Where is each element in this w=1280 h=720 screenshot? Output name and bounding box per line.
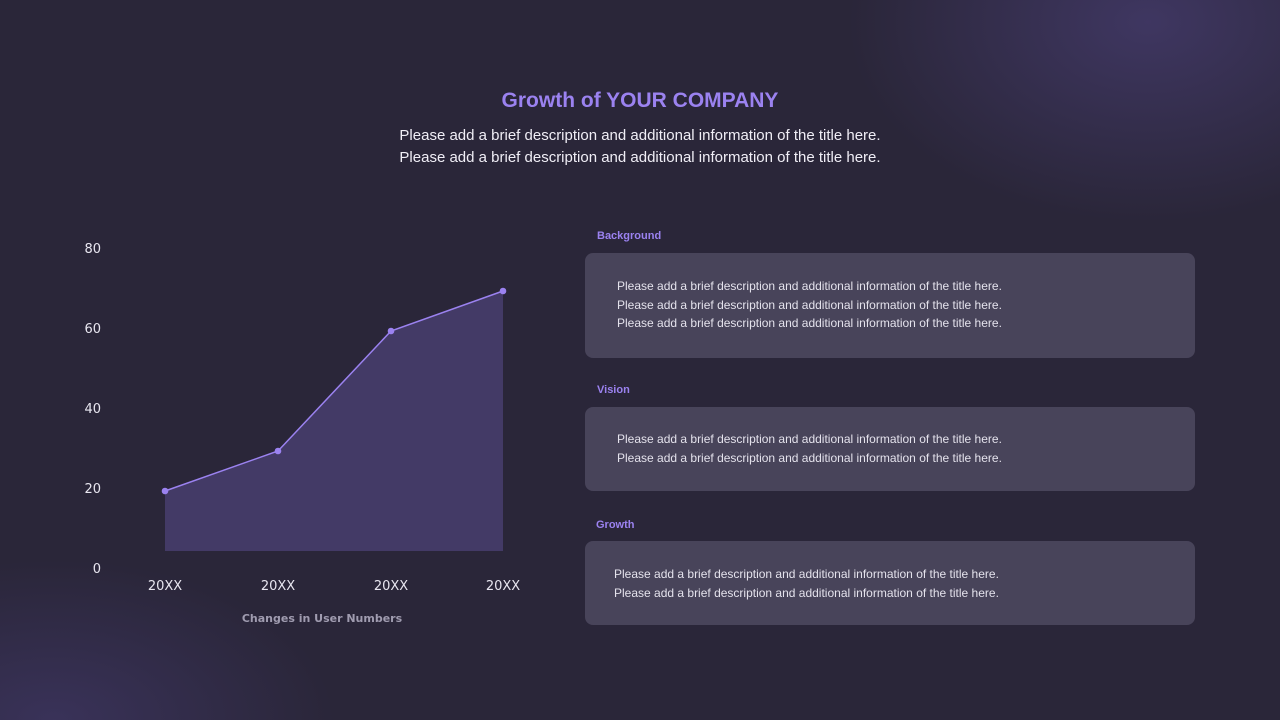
box-text-line: Please add a brief description and addit… — [617, 450, 1002, 465]
section-box-growth: Please add a brief description and addit… — [585, 541, 1195, 625]
section-label-vision: Vision — [597, 384, 630, 396]
section-box-vision: Please add a brief description and addit… — [585, 407, 1195, 491]
section-label-growth: Growth — [596, 519, 635, 531]
y-tick-label: 0 — [93, 562, 101, 577]
subtitle-line: Please add a brief description and addit… — [399, 149, 881, 166]
section-label-background: Background — [597, 230, 662, 242]
y-tick-label: 40 — [84, 402, 101, 417]
data-point — [274, 447, 282, 455]
data-point — [161, 487, 169, 495]
x-tick-label: 20XX — [374, 579, 408, 594]
y-tick-label: 60 — [84, 322, 101, 337]
background-glow — [0, 560, 360, 720]
data-point — [499, 287, 507, 295]
area-fill — [165, 291, 503, 551]
box-text-line: Please add a brief description and addit… — [614, 585, 999, 600]
box-text-line: Please add a brief description and addit… — [617, 279, 1002, 293]
y-tick-label: 20 — [84, 482, 101, 497]
subtitle-line: Please add a brief description and addit… — [399, 127, 881, 144]
x-tick-label: 20XX — [148, 579, 182, 594]
page-title: Growth of YOUR COMPANY — [501, 89, 779, 112]
x-axis-label: Changes in User Numbers — [242, 612, 403, 625]
box-text-line: Please add a brief description and addit… — [617, 432, 1002, 446]
x-tick-label: 20XX — [486, 579, 520, 594]
box-text-line: Please add a brief description and addit… — [617, 297, 1002, 312]
section-box-background: Please add a brief description and addit… — [585, 253, 1195, 358]
background-glow — [840, 0, 1280, 220]
page-subtitle: Please add a brief description and addit… — [0, 125, 1280, 169]
box-text-line: Please add a brief description and addit… — [617, 316, 1002, 331]
x-tick-label: 20XX — [261, 579, 295, 594]
y-tick-label: 80 — [84, 242, 101, 257]
series-line — [164, 290, 504, 492]
data-point — [387, 327, 395, 335]
box-text-line: Please add a brief description and addit… — [614, 567, 999, 581]
